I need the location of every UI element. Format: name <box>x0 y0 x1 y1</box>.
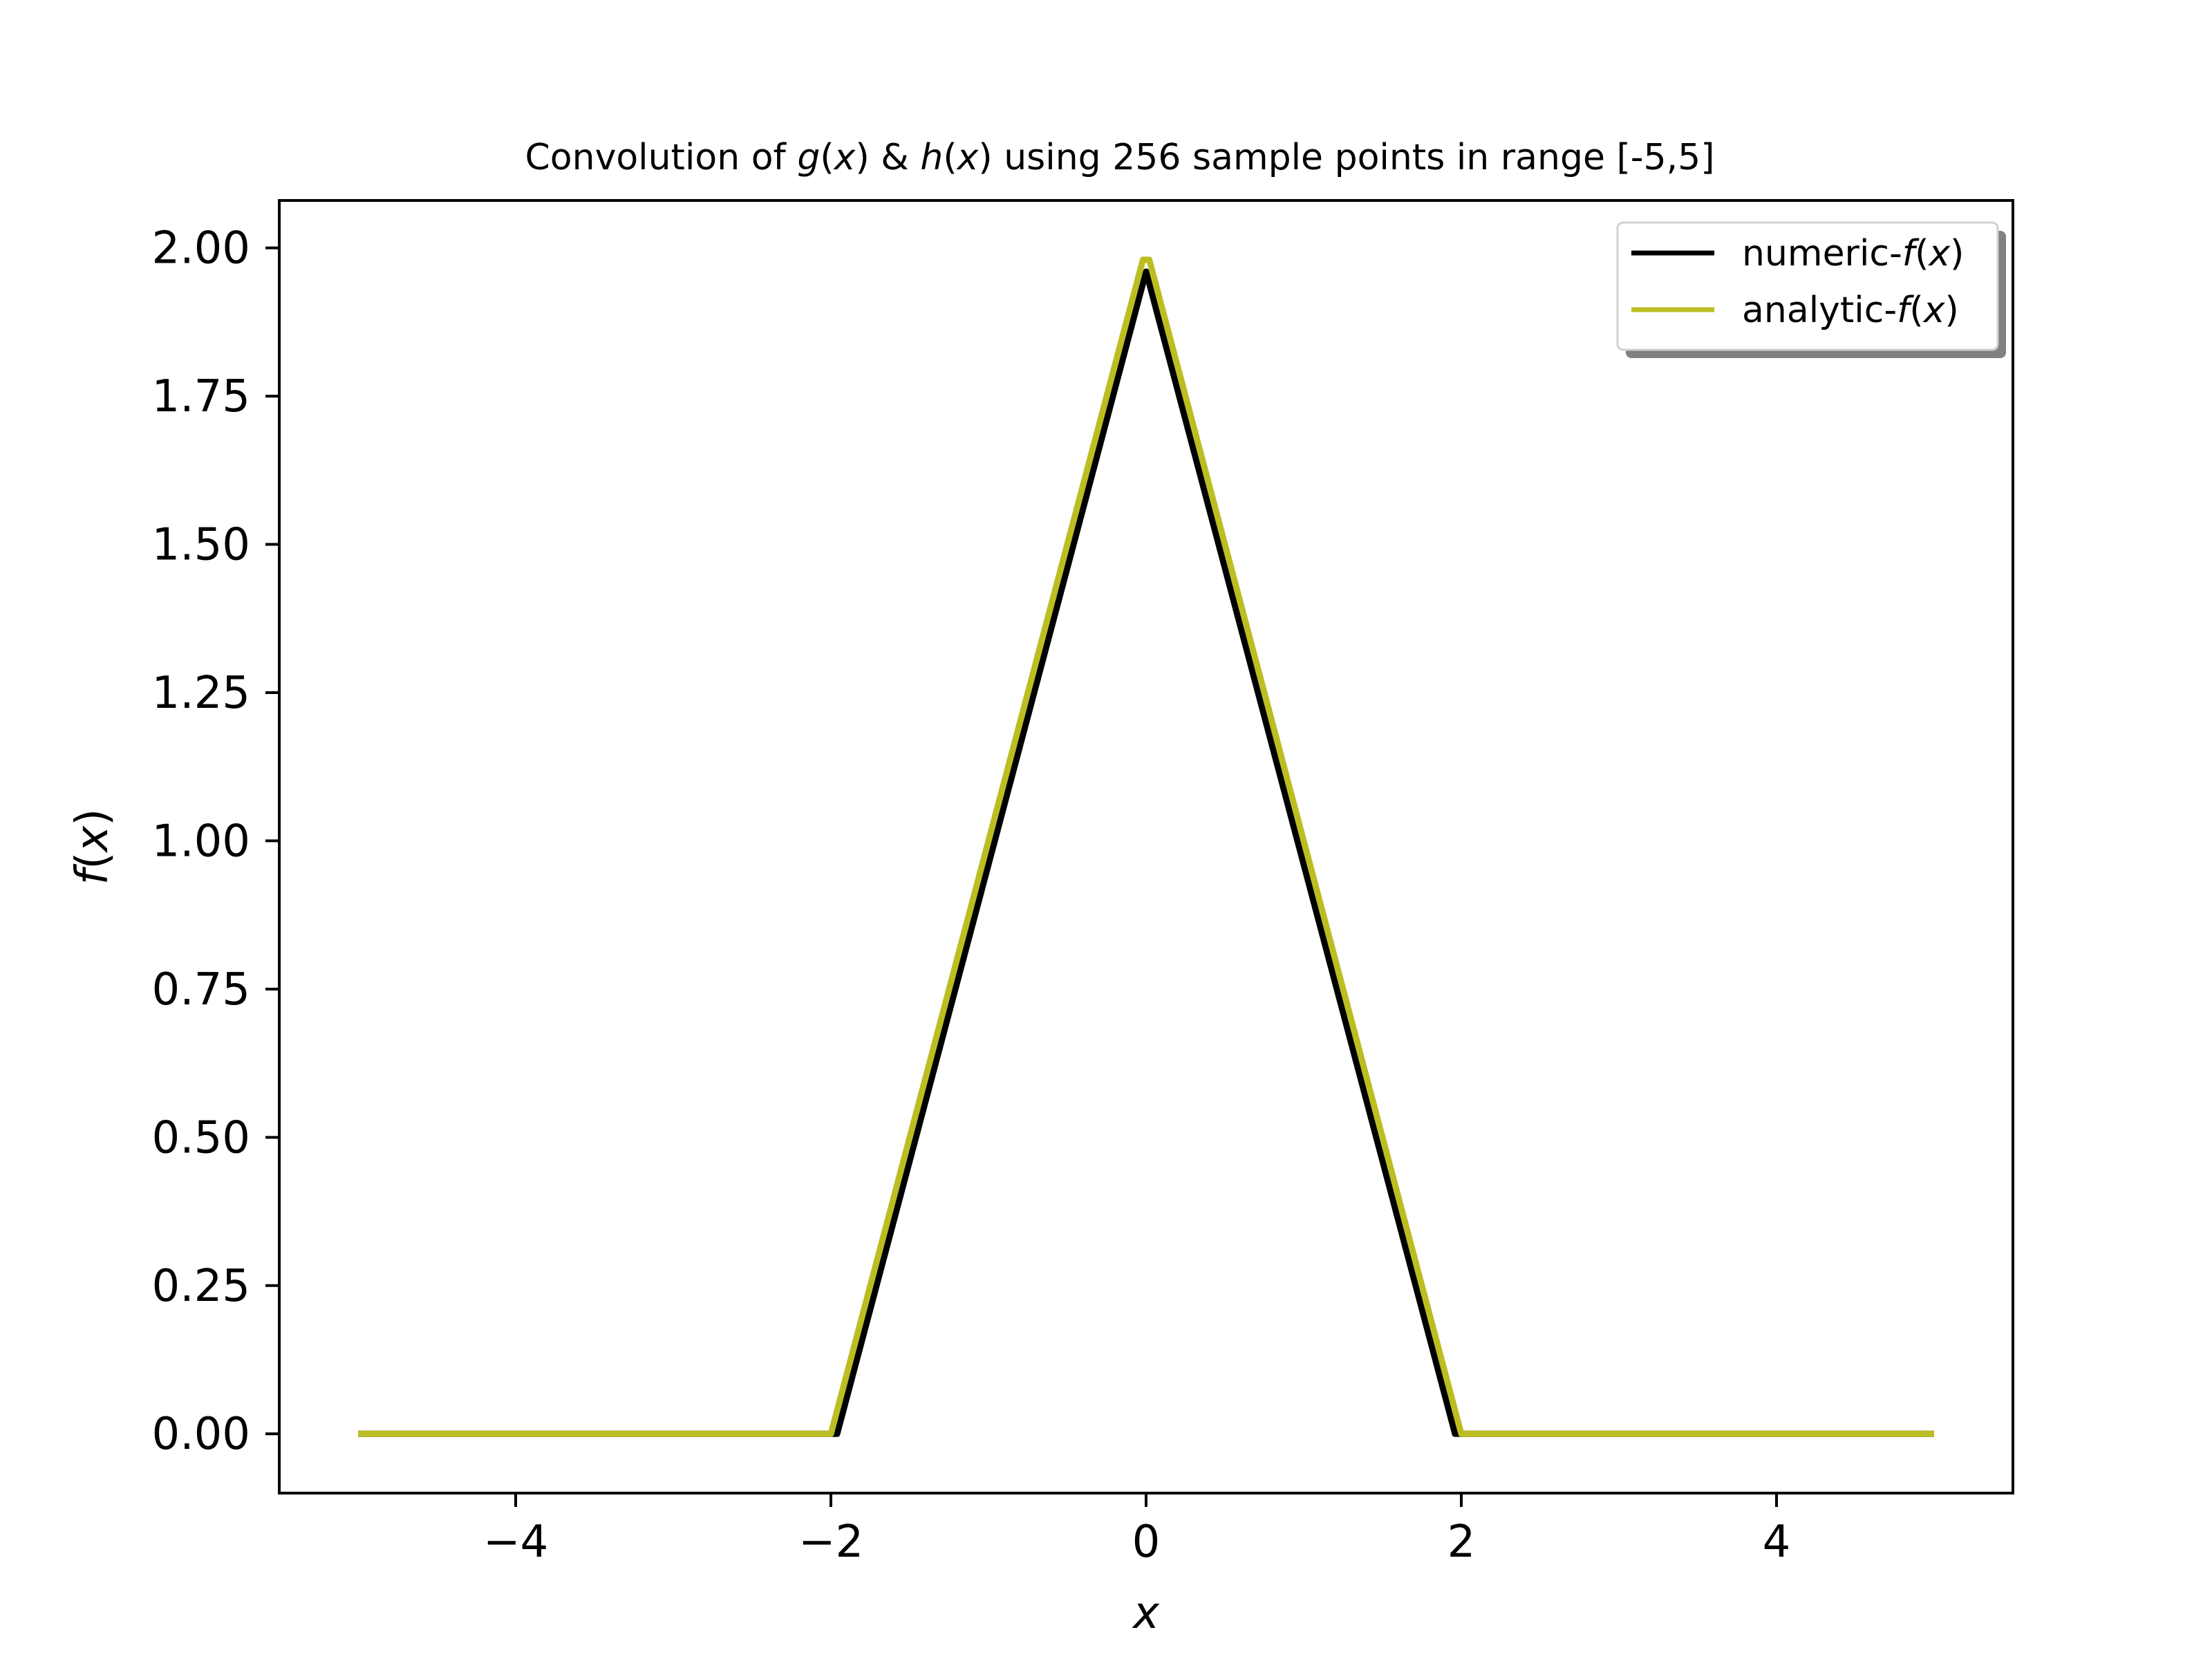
x-tick-label: −4 <box>483 1517 548 1568</box>
y-tick-label: 0.00 <box>152 1409 251 1460</box>
series-line-analytic <box>358 256 1934 1437</box>
ticks-layer: −4 −2 0 2 4 0.00 0.25 0.50 0.75 1.00 1.25 1.50 1.75 2… <box>152 223 1791 1568</box>
y-tick-label: 1.25 <box>152 668 251 719</box>
x-tick-label: 4 <box>1763 1517 1791 1568</box>
y-tick-label: 0.75 <box>152 964 251 1015</box>
y-tick-label: 0.50 <box>152 1112 251 1163</box>
x-tick-label: 2 <box>1447 1517 1476 1568</box>
x-tick-label: 0 <box>1132 1517 1161 1568</box>
x-tick-label: −2 <box>798 1517 863 1568</box>
legend-label-analytic: analytic-f(x) <box>1742 290 1959 331</box>
y-tick-label: 1.00 <box>152 816 251 867</box>
series-line-numeric <box>358 268 1934 1437</box>
legend-label-numeric: numeric-f(x) <box>1742 233 1964 274</box>
plot-frame <box>278 199 2014 1494</box>
legend: numeric-f(x) analytic-f(x) <box>1616 221 2006 358</box>
series-layer <box>358 256 1934 1437</box>
y-tick-label: 1.50 <box>152 520 251 571</box>
x-axis-label: x <box>1132 1588 1160 1639</box>
y-tick-label: 0.25 <box>152 1261 251 1312</box>
chart-title: Convolution of g(x) & h(x) using 256 sam… <box>525 137 1714 178</box>
y-tick-label: 2.00 <box>152 223 251 274</box>
y-axis-label: f(x) <box>67 809 118 885</box>
y-tick-label: 1.75 <box>152 371 251 422</box>
